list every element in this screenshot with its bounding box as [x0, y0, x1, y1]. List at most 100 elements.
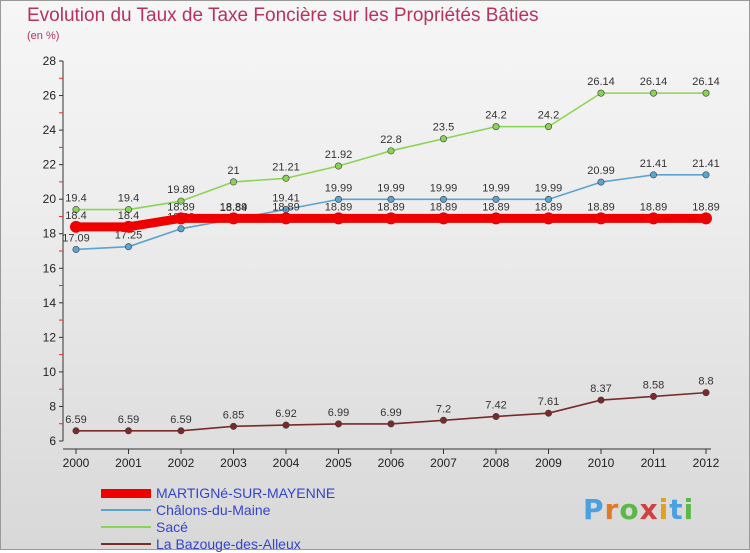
- y-tick-label: 20: [43, 192, 57, 206]
- data-label: 6.99: [328, 407, 349, 419]
- legend-swatch: [101, 543, 151, 545]
- data-point: [177, 225, 185, 233]
- data-label: 18.89: [640, 201, 668, 213]
- data-label: 19.99: [325, 182, 353, 194]
- data-label: 26.14: [640, 76, 668, 88]
- x-tick-label: 2010: [588, 456, 615, 470]
- y-tick-label: 28: [43, 54, 57, 68]
- y-tick-label: 8: [49, 399, 56, 413]
- data-point: [595, 212, 607, 225]
- data-point: [334, 420, 342, 428]
- data-label: 21.21: [272, 161, 300, 173]
- data-point: [280, 212, 292, 225]
- x-tick-label: 2002: [168, 456, 195, 470]
- data-label: 18.89: [377, 201, 405, 213]
- proxiti-logo: Proxiti: [583, 493, 695, 526]
- legend-label: MARTIGNé-SUR-MAYENNE: [156, 485, 336, 501]
- data-label: 6.85: [223, 409, 244, 421]
- data-label: 6.59: [170, 414, 191, 426]
- x-tick-label: 2012: [693, 456, 720, 470]
- data-label: 17.09: [62, 232, 90, 244]
- data-point: [492, 412, 500, 420]
- data-point: [387, 147, 395, 155]
- data-point: [230, 178, 238, 186]
- data-label: 18.4: [65, 210, 86, 222]
- data-label: 26.14: [692, 76, 720, 88]
- data-label: 24.2: [538, 110, 559, 122]
- data-label: 7.42: [485, 399, 506, 411]
- legend-label: La Bazouge-des-Alleux: [156, 536, 301, 552]
- data-point: [597, 396, 605, 404]
- data-label: 6.92: [275, 408, 296, 420]
- legend-swatch: [101, 526, 151, 528]
- x-tick-label: 2005: [325, 456, 352, 470]
- data-label: 6.59: [118, 414, 139, 426]
- data-label: 21: [227, 165, 239, 177]
- chart-title: Evolution du Taux de Taxe Foncière sur l…: [27, 5, 539, 26]
- data-point: [544, 409, 552, 417]
- unit-label: (en %): [27, 30, 60, 42]
- x-tick-label: 2003: [220, 456, 247, 470]
- data-point: [227, 212, 240, 225]
- data-point: [439, 195, 447, 203]
- data-point: [125, 206, 133, 214]
- x-tick-label: 2007: [430, 456, 457, 470]
- data-point: [177, 427, 185, 435]
- y-tick-label: 26: [43, 89, 57, 103]
- data-label: 19.89: [167, 184, 195, 196]
- x-tick-label: 2006: [378, 456, 405, 470]
- data-label: 8.8: [698, 376, 713, 388]
- data-label: 18.89: [535, 201, 563, 213]
- y-tick-label: 16: [43, 261, 57, 275]
- data-point: [702, 171, 710, 179]
- data-point: [649, 89, 657, 97]
- y-tick-label: 6: [49, 434, 56, 448]
- x-tick-label: 2008: [483, 456, 510, 470]
- legend-swatch: [101, 489, 151, 498]
- data-label: 20.99: [587, 165, 615, 177]
- data-point: [544, 123, 552, 131]
- data-point: [177, 197, 185, 205]
- data-point: [437, 212, 450, 225]
- data-label: 18.89: [430, 201, 458, 213]
- data-point: [439, 135, 447, 143]
- data-point: [597, 178, 605, 186]
- data-point: [72, 427, 80, 435]
- data-point: [125, 427, 133, 435]
- data-label: 6.59: [65, 414, 86, 426]
- data-label: 18.4: [118, 210, 139, 222]
- y-tick-label: 24: [43, 123, 57, 137]
- data-label: 8.37: [590, 383, 611, 395]
- data-label: 22.8: [380, 134, 401, 146]
- data-point: [490, 212, 502, 225]
- data-point: [702, 89, 710, 97]
- data-label: 8.58: [643, 379, 664, 391]
- data-point: [597, 89, 605, 97]
- data-point: [544, 195, 552, 203]
- data-point: [332, 212, 345, 225]
- data-point: [72, 206, 80, 214]
- data-label: 21.41: [692, 158, 720, 170]
- y-tick-label: 12: [43, 330, 57, 344]
- x-tick-label: 2009: [535, 456, 562, 470]
- data-label: 18.89: [692, 201, 720, 213]
- data-point: [72, 245, 80, 253]
- data-point: [334, 195, 342, 203]
- data-label: 7.61: [538, 396, 559, 408]
- y-tick-label: 14: [43, 296, 57, 310]
- data-point: [439, 416, 447, 424]
- y-tick-label: 22: [43, 158, 57, 172]
- data-point: [70, 220, 82, 233]
- line-chart: 6 8 10 12 14 16 18 20 22 24 26 28 2000 2001 2002 2003 20…: [43, 54, 720, 470]
- data-point: [125, 243, 133, 251]
- y-tick-label: 10: [43, 365, 57, 379]
- data-label: 18.89: [220, 201, 248, 213]
- data-label: 19.4: [65, 193, 86, 205]
- data-label: 19.99: [377, 182, 405, 194]
- data-label: 18.89: [167, 201, 195, 213]
- data-label: 18.89: [587, 201, 615, 213]
- data-point: [700, 212, 712, 225]
- data-label: 19.99: [535, 182, 563, 194]
- data-point: [387, 420, 395, 428]
- data-label: 23.5: [433, 122, 454, 134]
